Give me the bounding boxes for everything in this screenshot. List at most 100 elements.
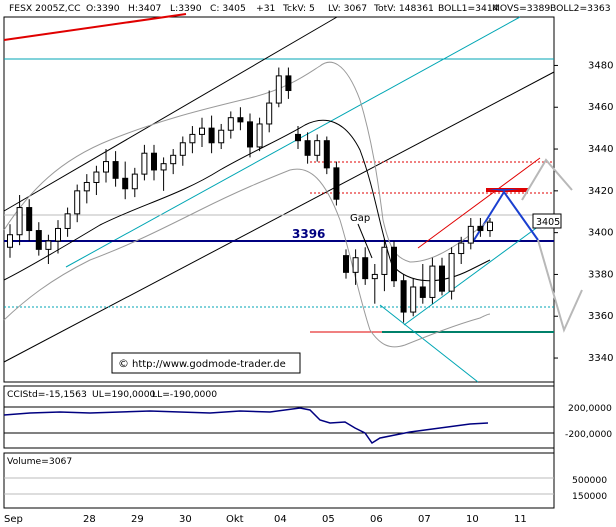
candle xyxy=(26,199,33,241)
candle xyxy=(141,144,148,181)
candle xyxy=(208,115,215,154)
candle xyxy=(227,111,234,139)
date-tick-06: 06 xyxy=(370,514,383,525)
candle xyxy=(151,144,157,181)
candle-body xyxy=(93,171,100,183)
candle xyxy=(131,167,138,198)
candle xyxy=(371,263,378,304)
candle-body xyxy=(35,230,42,250)
header-tick-volume: TckV: 5 xyxy=(282,3,315,14)
candle-body xyxy=(227,117,234,131)
candle-body xyxy=(141,152,148,175)
date-tick-05: 05 xyxy=(322,514,335,525)
candle-body xyxy=(122,177,129,190)
candle-body xyxy=(362,257,369,280)
candle xyxy=(179,136,186,166)
date-tick-10: 10 xyxy=(466,514,479,525)
candle-body xyxy=(381,246,388,275)
price-tick-3460: 3460 xyxy=(588,102,613,113)
analysis-overlays xyxy=(3,13,583,383)
date-tick-11: 11 xyxy=(514,514,527,525)
volume-panel-frame xyxy=(3,452,555,509)
candle-body xyxy=(247,121,253,148)
cci-tick-lower: -200,0000 xyxy=(565,429,612,440)
price-tick-labels: 3340 3360 3380 3400 3420 3440 3460 3480 xyxy=(554,60,613,364)
date-tick-29: 29 xyxy=(131,514,144,525)
date-tick-labels: Sep 28 29 30 Okt 04 05 06 07 10 11 xyxy=(4,514,527,525)
candle-body xyxy=(199,127,205,135)
candle-body xyxy=(371,273,378,280)
candle-body xyxy=(391,246,397,282)
candle xyxy=(112,151,119,187)
header-low: L:3390 xyxy=(170,3,202,14)
upper-channel-teal xyxy=(65,16,521,268)
candle xyxy=(285,67,292,99)
candle-body xyxy=(218,129,225,144)
candle xyxy=(93,165,100,196)
cci-tick-upper: 200,0000 xyxy=(568,403,612,414)
gray-projection-up xyxy=(521,158,573,201)
cci-panel-frame xyxy=(3,385,555,449)
bollinger-upper xyxy=(3,61,491,263)
candle xyxy=(170,149,177,175)
last-price-tag xyxy=(532,213,562,229)
candle xyxy=(439,257,445,296)
header-close: C: 3405 xyxy=(210,3,246,14)
candle xyxy=(266,90,273,133)
candle-body xyxy=(448,253,455,292)
candle-body xyxy=(285,75,292,92)
date-tick-28: 28 xyxy=(83,514,96,525)
candle xyxy=(314,134,321,162)
cci-line xyxy=(3,407,489,445)
cci-ul: UL=190,0000 xyxy=(92,389,156,400)
candle xyxy=(256,117,263,152)
candle-body xyxy=(458,242,465,255)
candle-body xyxy=(7,234,13,248)
candle-body xyxy=(275,75,282,104)
candle-body xyxy=(467,225,474,244)
candle xyxy=(64,207,71,237)
header-symbol: FESX 2005Z,CC xyxy=(9,3,81,14)
candle xyxy=(323,136,330,175)
candle xyxy=(352,249,359,285)
candle xyxy=(333,161,340,206)
candle xyxy=(122,161,129,200)
candle xyxy=(304,132,311,164)
last-price-tag-text: 3405 xyxy=(536,217,560,228)
candle xyxy=(55,220,61,254)
candle-body xyxy=(74,190,81,215)
bollinger-lower xyxy=(3,168,491,348)
candle-body xyxy=(26,207,33,232)
price-tick-3440: 3440 xyxy=(588,144,613,155)
upper-channel-black-top xyxy=(3,16,338,212)
candle-body xyxy=(352,257,359,273)
date-tick-30: 30 xyxy=(179,514,192,525)
candle-body xyxy=(55,227,61,242)
candle xyxy=(83,174,90,204)
candle xyxy=(45,234,52,264)
cci-label: CCIStd=-15,1563 xyxy=(7,389,87,400)
candle-body xyxy=(170,154,177,165)
candle xyxy=(381,238,388,292)
price-tick-3420: 3420 xyxy=(588,186,613,197)
candle-body xyxy=(151,152,157,171)
header-boll1: BOLL1=3414 xyxy=(438,3,499,14)
candle xyxy=(448,247,455,300)
candle xyxy=(160,157,167,191)
candle-body xyxy=(16,207,23,236)
candle xyxy=(199,117,205,147)
upper-channel-black-bottom xyxy=(3,71,555,363)
candle xyxy=(487,218,493,237)
candle xyxy=(458,236,465,264)
candle xyxy=(410,278,417,317)
header-high: H:3407 xyxy=(128,3,162,14)
candle-body xyxy=(400,280,407,313)
header-total-volume: TotV: 148361 xyxy=(373,3,434,14)
candlestick-series xyxy=(7,67,493,323)
candle-body xyxy=(323,140,330,169)
candle-body xyxy=(314,140,321,156)
rising-teal-channel-line xyxy=(403,214,555,326)
website-url[interactable]: http://www.godmode-trader.de xyxy=(132,359,286,370)
date-tick-Sep: Sep xyxy=(4,514,23,525)
